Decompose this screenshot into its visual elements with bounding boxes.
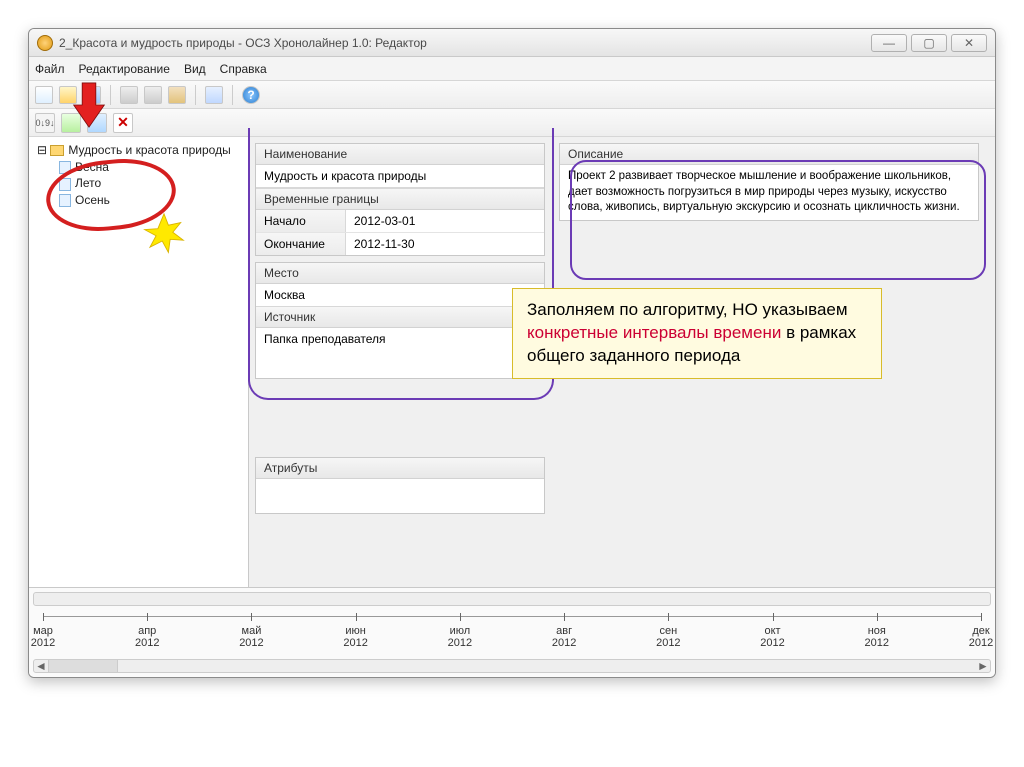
timeline-tick — [460, 613, 461, 621]
timeline-tick — [877, 613, 878, 621]
field-timebounds: Временные границы Начало 2012-03-01 Окон… — [256, 187, 544, 255]
field-end-label: Окончание — [256, 233, 346, 255]
toolbar-separator — [110, 85, 111, 105]
field-name-header: Наименование — [256, 144, 544, 165]
tree-root[interactable]: ⊟ Мудрость и красота природы — [37, 143, 240, 157]
timeline-tick-label: окт2012 — [753, 625, 793, 649]
annotation-star-icon — [142, 212, 186, 256]
field-description: Описание Проект 2 развивает творческое м… — [559, 143, 979, 221]
copy-icon[interactable] — [144, 86, 162, 104]
toolbar-separator — [195, 85, 196, 105]
app-icon — [37, 35, 53, 51]
titlebar: 2_Красота и мудрость природы - ОСЗ Хроно… — [29, 29, 995, 57]
description-panel: Описание Проект 2 развивает творческое м… — [559, 143, 979, 227]
scroll-right-icon[interactable]: ► — [976, 660, 990, 672]
timeline-tick — [251, 613, 252, 621]
annotation-callout: Заполняем по алгоритму, НО указываем кон… — [512, 288, 882, 379]
field-timebounds-header: Временные границы — [256, 188, 544, 210]
minimize-button[interactable]: — — [871, 34, 907, 52]
field-description-header: Описание — [560, 144, 978, 165]
menu-view[interactable]: Вид — [184, 62, 206, 76]
timeline-tick — [564, 613, 565, 621]
timeline: мар2012 апр2012 май2012 июн2012 июл2012 авг20… — [29, 587, 995, 677]
timeline-tick-label: май2012 — [231, 625, 271, 649]
timeline-tick — [147, 613, 148, 621]
field-name-value[interactable]: Мудрость и красота природы — [256, 165, 544, 187]
callout-text-1: Заполняем по алгоритму, НО указываем — [527, 300, 848, 319]
menu-edit[interactable]: Редактирование — [79, 62, 170, 76]
timeline-horizontal-scrollbar[interactable]: ◄ ► — [33, 659, 991, 673]
scroll-thumb[interactable] — [48, 660, 118, 672]
field-place-value[interactable]: Москва — [256, 284, 544, 306]
menu-help[interactable]: Справка — [220, 62, 267, 76]
field-source-header: Источник — [256, 306, 544, 328]
field-attributes: Атрибуты — [255, 457, 545, 514]
tree-root-label: Мудрость и красота природы — [68, 143, 230, 157]
timeline-tick-label: ноя2012 — [857, 625, 897, 649]
close-button[interactable]: ✕ — [951, 34, 987, 52]
scroll-left-icon[interactable]: ◄ — [34, 660, 48, 672]
field-attributes-value[interactable] — [256, 479, 544, 513]
annotation-red-arrow-icon — [72, 80, 106, 130]
sort-icon[interactable]: 0↓9↓ — [35, 113, 55, 133]
field-source-value[interactable]: Папка преподавателя — [256, 328, 544, 378]
field-start-row: Начало 2012-03-01 — [256, 210, 544, 232]
timeline-tick-label: авг2012 — [544, 625, 584, 649]
maximize-button[interactable]: ▢ — [911, 34, 947, 52]
toolbar-separator — [232, 85, 233, 105]
grid-icon[interactable] — [205, 86, 223, 104]
toolbar-tree: 0↓9↓ ✕ — [29, 109, 995, 137]
field-place: Место Москва Источник Папка преподавател… — [255, 262, 545, 379]
field-start-label: Начало — [256, 210, 346, 232]
timeline-tick-label: мар2012 — [28, 625, 63, 649]
field-end-row: Окончание 2012-11-30 — [256, 232, 544, 255]
timeline-overview-scrollbar[interactable] — [33, 592, 991, 606]
help-icon[interactable]: ? — [242, 86, 260, 104]
timeline-tick — [773, 613, 774, 621]
timeline-tick — [356, 613, 357, 621]
timeline-tick-label: апр2012 — [127, 625, 167, 649]
menu-file[interactable]: Файл — [35, 62, 65, 76]
timeline-tick-label: июл2012 — [440, 625, 480, 649]
timeline-tick-label: дек2012 — [961, 625, 996, 649]
paste-icon[interactable] — [168, 86, 186, 104]
menubar: Файл Редактирование Вид Справка — [29, 57, 995, 81]
timeline-tick-label: сен2012 — [648, 625, 688, 649]
timeline-tick-label: июн2012 — [336, 625, 376, 649]
timeline-tick — [981, 613, 982, 621]
field-place-header: Место — [256, 263, 544, 284]
timeline-ruler: мар2012апр2012май2012июн2012июл2012авг20… — [43, 616, 981, 656]
new-icon[interactable] — [35, 86, 53, 104]
field-end-value[interactable]: 2012-11-30 — [346, 233, 544, 255]
delete-node-icon[interactable]: ✕ — [113, 113, 133, 133]
window-title: 2_Красота и мудрость природы - ОСЗ Хроно… — [59, 36, 865, 50]
callout-text-highlight: конкретные интервалы времени — [527, 323, 781, 342]
timeline-tick — [43, 613, 44, 621]
field-start-value[interactable]: 2012-03-01 — [346, 210, 544, 232]
window-buttons: — ▢ ✕ — [871, 34, 987, 52]
toolbar-main: ? — [29, 81, 995, 109]
timeline-tick — [668, 613, 669, 621]
field-name: Наименование Мудрость и красота природы … — [255, 143, 545, 256]
field-attributes-header: Атрибуты — [256, 458, 544, 479]
field-description-value[interactable]: Проект 2 развивает творческое мышление и… — [560, 165, 978, 220]
folder-icon — [50, 145, 64, 156]
cut-icon[interactable] — [120, 86, 138, 104]
